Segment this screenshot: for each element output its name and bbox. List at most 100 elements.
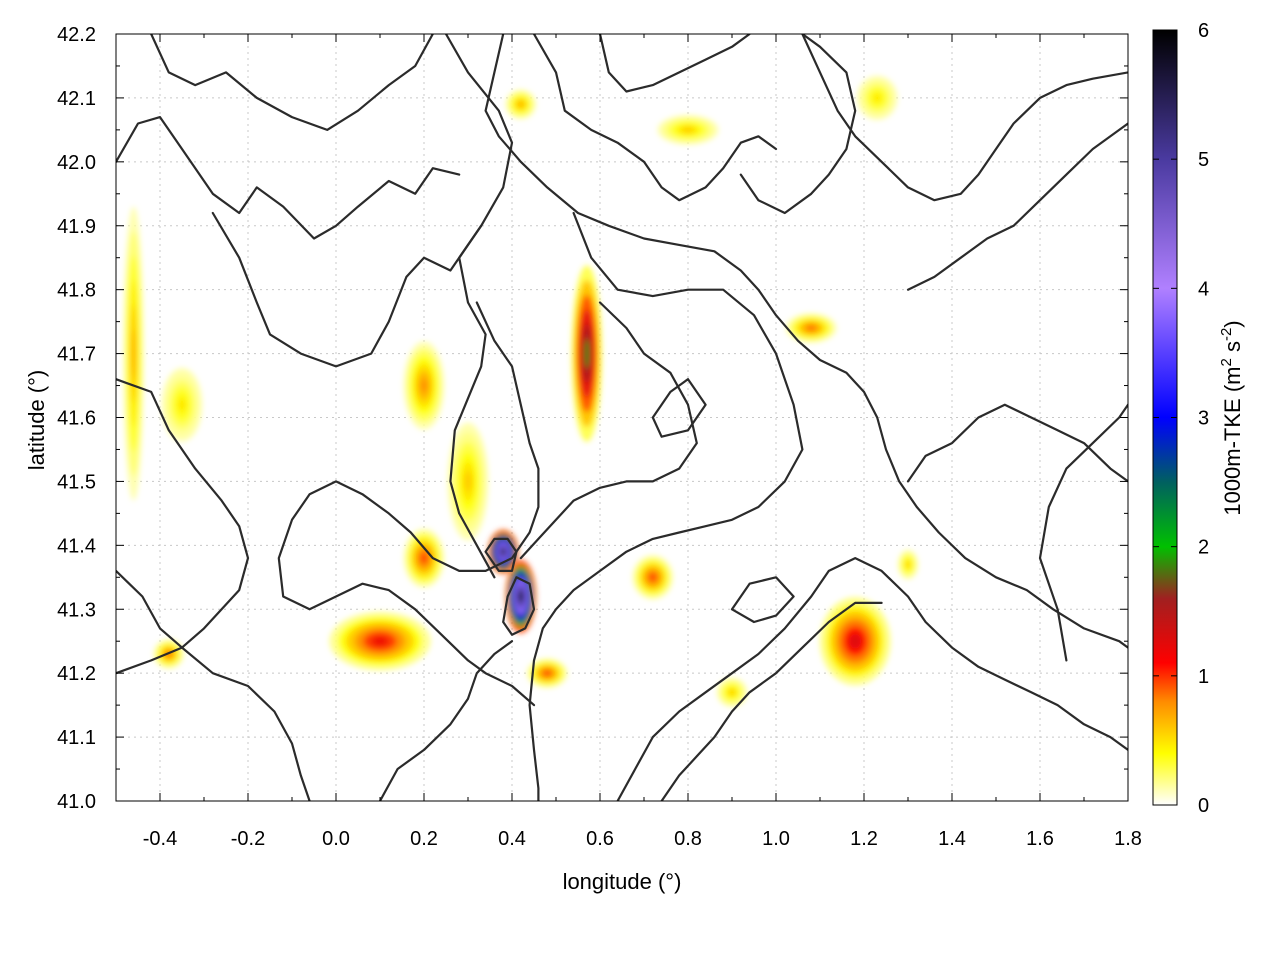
tke-hotspot <box>403 528 445 588</box>
x-axis-label: longitude (°) <box>563 869 682 894</box>
tke-hotspot-level <box>518 101 524 107</box>
terrain-contour-line <box>616 557 1128 801</box>
y-tick-label: 41.2 <box>57 663 96 685</box>
tke-hotspot <box>856 75 898 120</box>
x-tick-label: 0.6 <box>586 828 614 850</box>
colorbar-tick-label: 0 <box>1198 795 1209 817</box>
tke-hotspot <box>819 597 891 686</box>
tke-hotspot-level <box>806 325 816 331</box>
tke-hotspot <box>403 341 445 430</box>
tke-hotspot-level <box>543 670 551 676</box>
tke-hotspot-level <box>682 127 694 133</box>
contour-layer <box>116 34 1128 801</box>
terrain-contour-line <box>906 403 1128 483</box>
x-tick-label: 0.8 <box>674 828 702 850</box>
y-tick-label: 42.2 <box>57 24 96 46</box>
tke-hotspot-level <box>420 378 428 393</box>
y-tick-label: 41.5 <box>57 471 96 493</box>
terrain-contour-line <box>116 569 311 801</box>
tke-hotspot <box>897 549 919 580</box>
colorbar-tick-label: 4 <box>1198 278 1209 300</box>
terrain-contour-line <box>484 34 1128 649</box>
terrain-contour-line <box>660 601 883 801</box>
y-tick-label: 41.8 <box>57 280 96 302</box>
terrain-contour-line <box>1038 403 1128 662</box>
terrain-contour-line <box>651 378 707 438</box>
terrain-contour-line <box>444 34 514 579</box>
tke-hotspot <box>505 89 536 120</box>
grid-lines <box>116 34 1128 801</box>
y-tick-label: 41.0 <box>57 791 96 813</box>
y-tick-label: 41.7 <box>57 344 96 366</box>
colorbar-ticks: 0 1 2 3 4 5 6 <box>1153 20 1209 817</box>
terrain-contour-line <box>277 301 540 707</box>
tke-hotspot <box>505 559 536 634</box>
terrain-contour-line <box>801 34 1128 202</box>
tke-hotspot-level <box>873 94 881 102</box>
tke-hotspot <box>329 611 431 671</box>
tke-hotspot <box>571 265 602 442</box>
heat-layer <box>123 75 919 708</box>
y-tick-label: 41.6 <box>57 408 96 430</box>
y-tick-label: 41.9 <box>57 216 96 238</box>
x-tick-label: -0.4 <box>143 828 177 850</box>
tke-hotspot-level <box>518 590 524 603</box>
tke-hotspot <box>526 658 568 688</box>
colorbar-tick-label: 6 <box>1198 20 1209 42</box>
x-tick-label: 1.0 <box>762 828 790 850</box>
y-tick-label: 41.3 <box>57 599 96 621</box>
colorbar-label-sup2: -2 <box>1218 328 1235 341</box>
colorbar-tick-label: 2 <box>1198 537 1209 559</box>
tke-hotspot-level <box>649 573 657 581</box>
tick-marks <box>115 33 1129 802</box>
y-tick-label: 41.1 <box>57 727 96 749</box>
colorbar-label-end: ) <box>1220 320 1245 327</box>
terrain-contour-line <box>484 537 518 572</box>
tke-hotspot-level <box>729 689 735 695</box>
x-tick-label: 0.0 <box>322 828 350 850</box>
tke-hotspot-level <box>584 338 590 369</box>
terrain-contour-line <box>532 34 778 202</box>
colorbar-tick-label: 3 <box>1198 408 1209 430</box>
tke-hotspot-level <box>131 329 136 379</box>
colorbar-label-mid: s <box>1220 341 1245 358</box>
tke-hotspot <box>657 115 719 145</box>
terrain-contour-line <box>150 34 434 131</box>
tke-hotspot-level <box>500 548 506 556</box>
terrain-contour-line <box>378 640 514 801</box>
tke-hotspot-level <box>849 633 862 649</box>
colorbar-label-sup1: 2 <box>1218 358 1235 366</box>
terrain-contour-line <box>211 211 483 368</box>
tke-hotspot-level <box>906 562 910 567</box>
x-tick-labels: -0.4 -0.2 0.0 0.2 0.4 0.6 0.8 1.0 1.2 1.4 1.6 1.8 <box>143 828 1142 850</box>
y-axis-label: latitude (°) <box>24 370 49 471</box>
tke-hotspot <box>785 313 837 343</box>
terrain-contour-line <box>116 116 461 240</box>
x-tick-label: 0.4 <box>498 828 526 850</box>
terrain-contour-line <box>598 34 751 93</box>
tke-hotspot-level <box>420 553 428 564</box>
colorbar-tick-label: 5 <box>1198 149 1209 171</box>
terrain-contour-line <box>906 122 1128 291</box>
y-tick-label: 41.4 <box>57 535 96 557</box>
colorbar-label-main: 1000m-TKE (m <box>1220 366 1245 515</box>
x-tick-label: 1.4 <box>938 828 966 850</box>
tke-hotspot <box>716 677 748 708</box>
tke-hotspot <box>161 367 203 442</box>
x-tick-label: 0.2 <box>410 828 438 850</box>
x-tick-label: 1.2 <box>850 828 878 850</box>
y-tick-label: 42.0 <box>57 152 96 174</box>
x-tick-label: 1.6 <box>1026 828 1054 850</box>
terrain-contour-line <box>528 211 804 801</box>
terrain-contour-line <box>502 576 536 636</box>
terrain-contour-line <box>739 34 857 215</box>
terrain-contour-line <box>519 301 698 560</box>
tke-hotspot <box>632 555 674 600</box>
tke-hotspot-level <box>464 471 472 492</box>
y-tick-label: 42.1 <box>57 88 96 110</box>
x-tick-label: 1.8 <box>1114 828 1142 850</box>
terrain-contour-line <box>730 576 795 624</box>
colorbar-tick-label: 1 <box>1198 666 1209 688</box>
